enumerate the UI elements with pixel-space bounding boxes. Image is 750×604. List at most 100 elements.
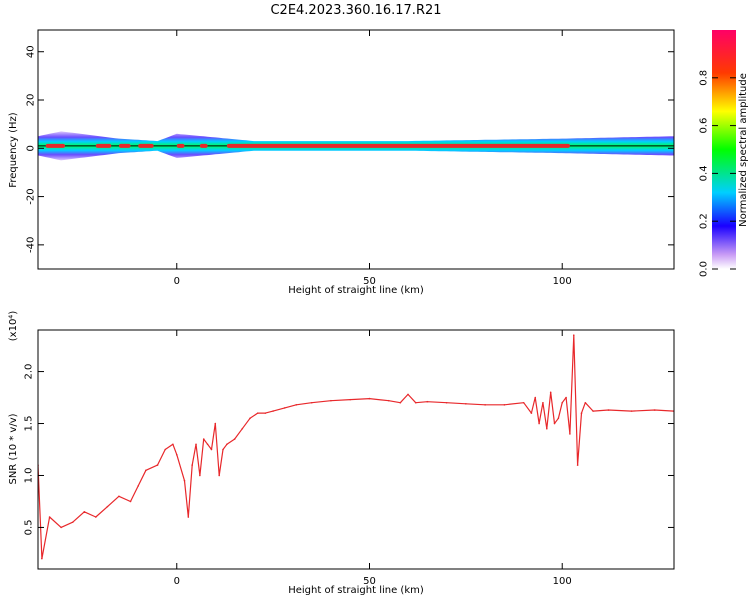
snr-data-point [592,410,594,412]
spectrogram-x-tick-label: 100 [553,276,572,287]
snr-data-point [191,464,193,466]
snr-data-point [202,438,205,440]
hot-segment-1 [95,143,112,148]
snr-data-point [503,404,506,406]
snr-data-point [530,412,533,414]
spectrogram-frame [37,29,675,270]
snr-data-point [206,443,209,446]
snr-data-point [283,407,286,409]
snr-data-point [387,399,390,402]
snr-data-point [195,443,197,446]
snr-y-tick-label: 0.5 [24,519,35,535]
spectrogram-y-tick-label: 0 [26,145,37,151]
snr-data-point [445,401,448,404]
snr-data-point [484,404,486,406]
snr-data-point [572,334,575,336]
spectrogram-y-axis-label: Frequency (Hz) [8,112,19,188]
spectrogram-x-tick-label: 0 [174,276,180,287]
snr-data-point [145,469,147,472]
snr-data-point [546,427,548,430]
snr-data-point [222,448,224,451]
snr-data-point [214,422,217,425]
snr-series-line [38,334,674,560]
colorbar-tick-label: 0.0 [699,261,710,277]
snr-data-point [549,391,552,394]
snr-data-point [414,401,417,404]
snr-x-tick-label: 100 [553,576,572,587]
colorbar-tick-label: 0.2 [699,213,710,229]
snr-x-axis-label: Height of straight line (km) [288,585,424,596]
snr-data-point [349,398,352,401]
snr-data-point [465,402,467,405]
snr-data-point [295,404,298,406]
snr-data-point [199,474,201,477]
snr-data-point [71,521,74,524]
snr-data-point [522,401,525,404]
snr-data-point [630,410,633,412]
snr-y-axis-label: SNR (10 * v/v) [8,413,19,484]
spectrogram-y-tick-label: -20 [26,188,37,204]
snr-data-point [561,401,564,404]
snr-data-point [249,417,251,420]
snr-data-point [557,417,560,420]
spectrogram-x-axis-label: Height of straight line (km) [288,285,424,296]
colorbar-tick-label: 0.4 [699,165,710,181]
snr-data-point [183,479,186,482]
snr-x-tick-label: 0 [174,576,180,587]
snr-data-point [164,448,166,451]
chart-title: C2E4.2023.360.16.17.R21 [270,3,441,18]
snr-data-point [218,474,220,477]
snr-data-point [118,495,120,498]
colorbar: 0.0 0.2 0.4 0.6 0.8 Normalized spectral ampl… [699,30,749,277]
snr-data-point [264,412,267,414]
snr-frame [37,329,675,570]
hot-segment-5 [199,143,208,148]
snr-data-point [233,438,236,440]
hot-segment-2 [118,143,131,148]
snr-data-point [584,401,587,404]
snr-data-point [175,453,178,456]
snr-data-point [607,409,610,411]
snr-data-point [137,485,140,487]
snr-data-point [569,433,571,435]
snr-multiplier-label: (x10⁴) [8,311,19,342]
snr-data-point [399,401,402,404]
snr-x-tick-label: 50 [363,576,376,587]
spectrogram-x-tick-label: 50 [363,276,376,287]
snr-y-tick-label: 1.5 [24,416,35,432]
hot-segment-0 [45,143,65,148]
colorbar-tick-label: 0.8 [699,70,710,86]
snr-y-tick-label: 2.0 [24,364,35,380]
spectrogram-y-tick-label: 40 [26,45,37,58]
snr-data-point [565,396,567,399]
snr-data-point [156,464,159,466]
snr-data-point [226,443,228,446]
hot-segment-6 [226,143,570,148]
snr-data-point [580,412,583,414]
snr-panel: 0 50 100 0.5 1.0 1.5 2.0 Height of straight li… [8,311,675,596]
spectrogram-y-tick-label: 20 [26,94,37,107]
colorbar-tick-label: 0.6 [699,118,710,134]
hot-segment-4 [176,143,185,148]
snr-data-point [653,409,656,411]
colorbar-gradient [712,30,736,269]
snr-data-point [60,526,62,529]
snr-data-point [83,511,86,513]
spectrogram-panel: 0 50 100 40 20 0 -20 -40 Height of straight lin… [8,29,675,296]
snr-data-point [41,557,43,560]
snr-data-point [241,427,244,430]
snr-data-point [172,443,174,446]
snr-data-point [538,422,540,425]
snr-y-tick-label: 1.0 [24,468,35,484]
snr-data-point [129,500,132,503]
snr-data-point [48,516,51,518]
snr-data-point [256,412,259,414]
snr-data-point [272,410,274,412]
colorbar-label: Normalized spectral amplitude [738,73,749,227]
snr-data-point [310,401,313,404]
spectrogram-y-tick-label: -40 [26,237,37,253]
snr-data-point [95,516,97,518]
snr-data-point [368,397,371,400]
snr-data-point [534,396,537,399]
